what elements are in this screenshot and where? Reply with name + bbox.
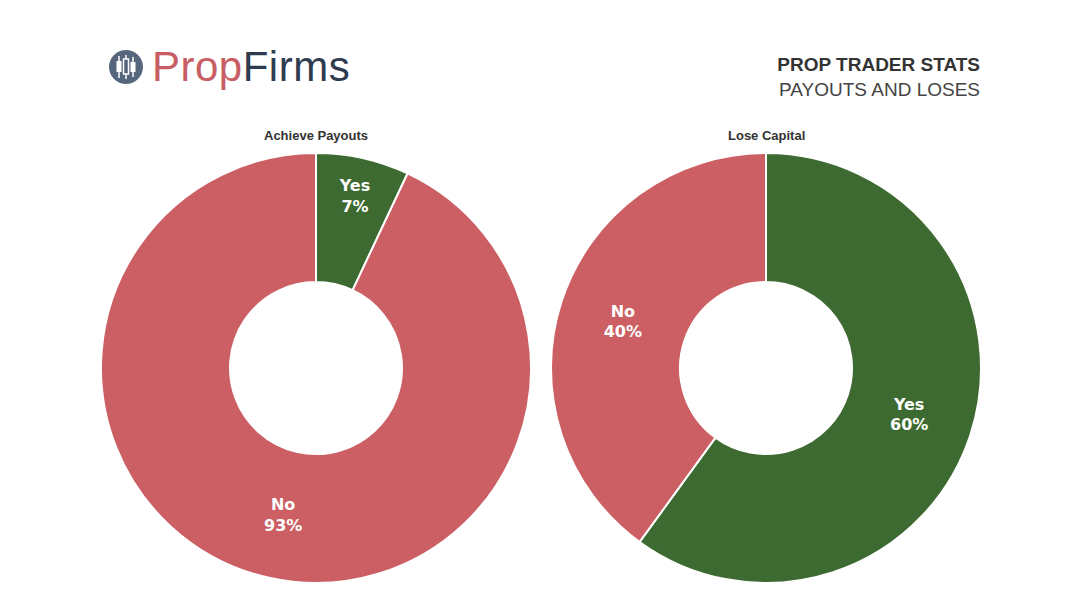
svg-text:No40%: No40% bbox=[604, 302, 642, 342]
svg-text:Achieve Payouts: Achieve Payouts bbox=[264, 128, 368, 143]
svg-text:Yes60%: Yes60% bbox=[890, 395, 928, 435]
svg-text:Lose Capital: Lose Capital bbox=[728, 128, 805, 143]
html-text:PAYOUTS AND LOSES: PAYOUTS AND LOSES bbox=[779, 79, 980, 100]
svg-text:No93%: No93% bbox=[264, 495, 302, 535]
html-text:PROP TRADER STATS: PROP TRADER STATS bbox=[777, 54, 980, 75]
svg-text:Yes7%: Yes7% bbox=[339, 176, 371, 216]
html-text:Prop Firms: Prop Firms bbox=[152, 43, 351, 90]
